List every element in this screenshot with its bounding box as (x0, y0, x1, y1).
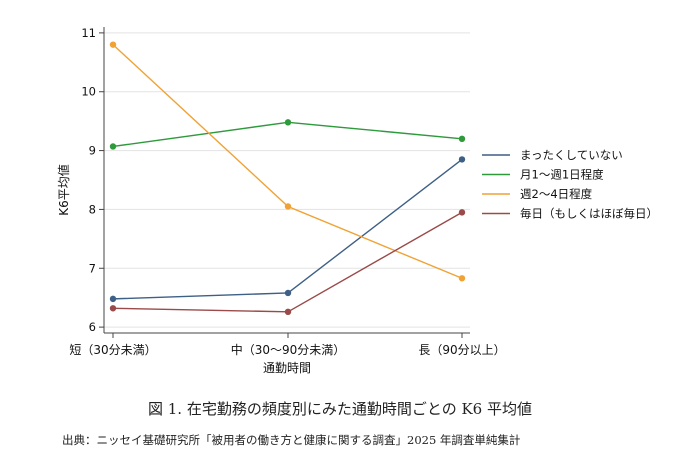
data-point (284, 308, 292, 316)
data-point (458, 275, 466, 282)
y-tick-label: 6 (89, 320, 96, 334)
series-lines (109, 41, 466, 316)
y-tick-label: 11 (81, 26, 96, 40)
series-line (112, 44, 463, 279)
x-axis-title: 通勤時間 (263, 361, 311, 375)
data-point (458, 156, 466, 163)
legend-label: 週2〜4日程度 (520, 187, 593, 201)
legend-label: 月1〜週1日程度 (520, 168, 604, 182)
y-tick-label: 10 (81, 85, 96, 99)
data-point (109, 305, 117, 312)
data-point (284, 289, 292, 297)
chart: 6 7 8 9 10 11 短（30分未満） 中（30〜90分未満） 長（90分以上） まったく… (56, 26, 658, 375)
data-point (109, 41, 117, 48)
data-point (458, 209, 466, 216)
source-note: 出典：ニッセイ基礎研究所「被用者の働き方と健康に関する調査」2025 年調査単純… (62, 433, 521, 447)
y-axis-title: K6平均値 (56, 164, 71, 216)
legend-label: まったくしていない (520, 148, 623, 162)
y-tick-label: 9 (89, 144, 96, 158)
axes: 6 7 8 9 10 11 短（30分未満） 中（30〜90分未満） 長（90分以上） (69, 26, 505, 357)
gridlines (104, 32, 470, 328)
legend-label: 毎日（もしくはほぼ毎日） (520, 207, 658, 221)
data-point (284, 203, 292, 210)
data-point (109, 143, 117, 150)
series-line (112, 121, 463, 148)
y-tick-label: 8 (89, 202, 96, 216)
x-tick-label: 中（30〜90分未満） (231, 342, 346, 357)
data-point (284, 119, 292, 126)
figure-caption: 図 1. 在宅勤務の頻度別にみた通勤時間ごとの K6 平均値 (148, 400, 532, 418)
data-point (458, 135, 466, 143)
series-line (112, 158, 463, 300)
y-tick-label: 7 (89, 261, 96, 275)
x-tick-label: 長（90分以上） (418, 343, 505, 357)
x-tick-label: 短（30分未満） (69, 343, 156, 357)
data-point (109, 295, 117, 303)
